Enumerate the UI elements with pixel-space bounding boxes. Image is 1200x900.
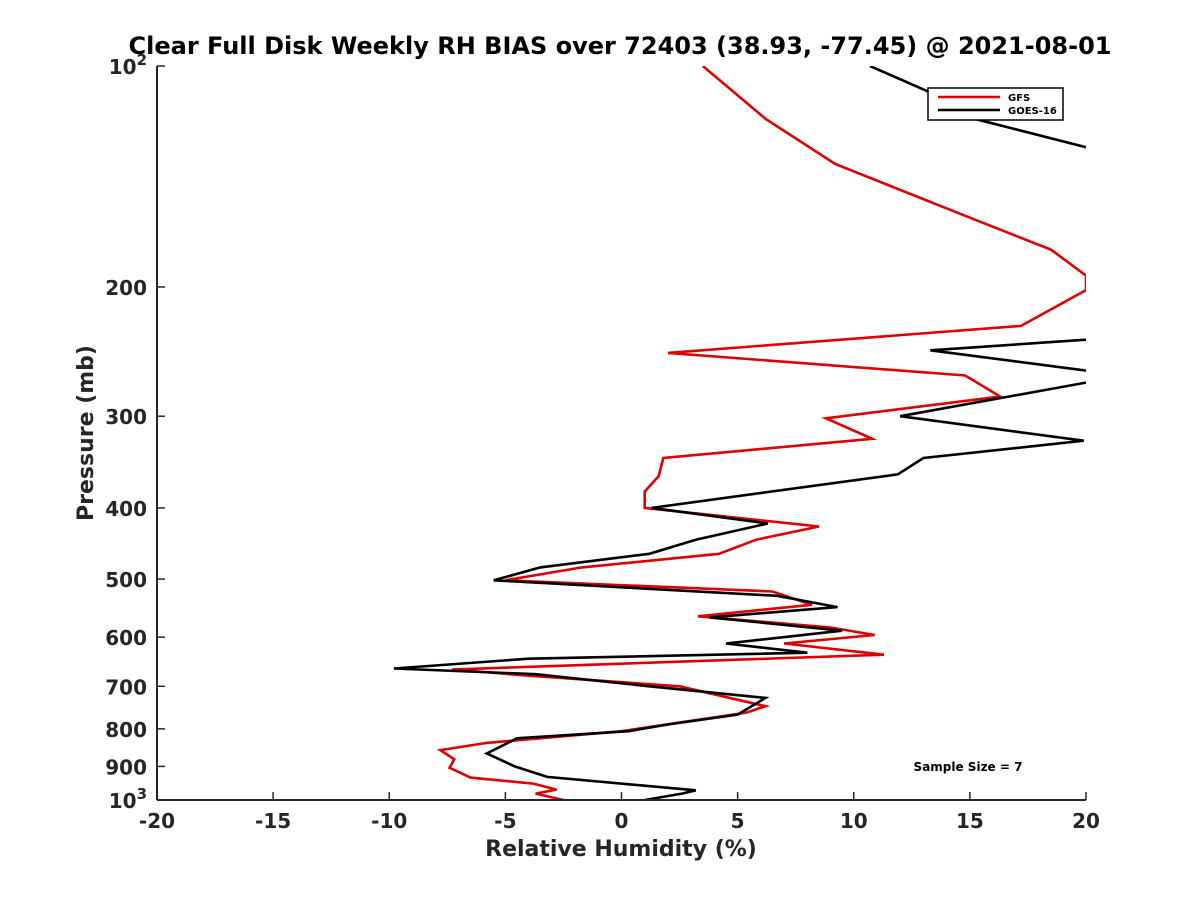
- chart-title: Clear Full Disk Weekly RH BIAS over 7240…: [129, 32, 1112, 60]
- legend-entries: GFS GOES-16: [938, 93, 1057, 117]
- x-tick-label: -5: [494, 809, 516, 833]
- y-tick-label: 700: [105, 675, 147, 699]
- x-tick-label: -20: [139, 809, 175, 833]
- legend-box: [927, 87, 1064, 121]
- x-tick-label: -15: [255, 809, 291, 833]
- x-tick-label: 20: [1072, 809, 1100, 833]
- y-tick-label: 400: [105, 497, 147, 521]
- series-line-1: [393, 66, 1086, 800]
- y-tick-label: 800: [105, 718, 147, 742]
- y-tick-label: 900: [105, 755, 147, 779]
- legend-label-1: GOES-16: [1008, 106, 1057, 117]
- sample-size-note: Sample Size = 7: [914, 760, 1023, 774]
- x-ticks: -20 -15 -10 -5 0 5 10 15 20: [139, 792, 1100, 833]
- legend: GFS GOES-16: [927, 87, 1064, 121]
- y-tick-label: 102: [109, 51, 147, 79]
- y-tick-label: 500: [105, 568, 147, 592]
- y-tick-label: 200: [105, 276, 147, 300]
- y-axis-label: Pressure (mb): [74, 345, 99, 521]
- series-layer: [393, 66, 1086, 800]
- y-tick-label: 300: [105, 405, 147, 429]
- x-tick-label: 10: [840, 809, 868, 833]
- x-tick-label: 5: [731, 809, 745, 833]
- y-ticks: 102 200 300 400 500 600 700 800 900 103: [105, 51, 165, 813]
- x-tick-label: 15: [956, 809, 984, 833]
- y-tick-label: 103: [109, 785, 147, 813]
- legend-label-0: GFS: [1008, 93, 1030, 104]
- x-tick-label: -10: [371, 809, 407, 833]
- y-tick-label: 600: [105, 626, 147, 650]
- x-axis-label: Relative Humidity (%): [485, 837, 757, 862]
- series-line-0: [436, 66, 1086, 800]
- x-tick-label: 0: [615, 809, 629, 833]
